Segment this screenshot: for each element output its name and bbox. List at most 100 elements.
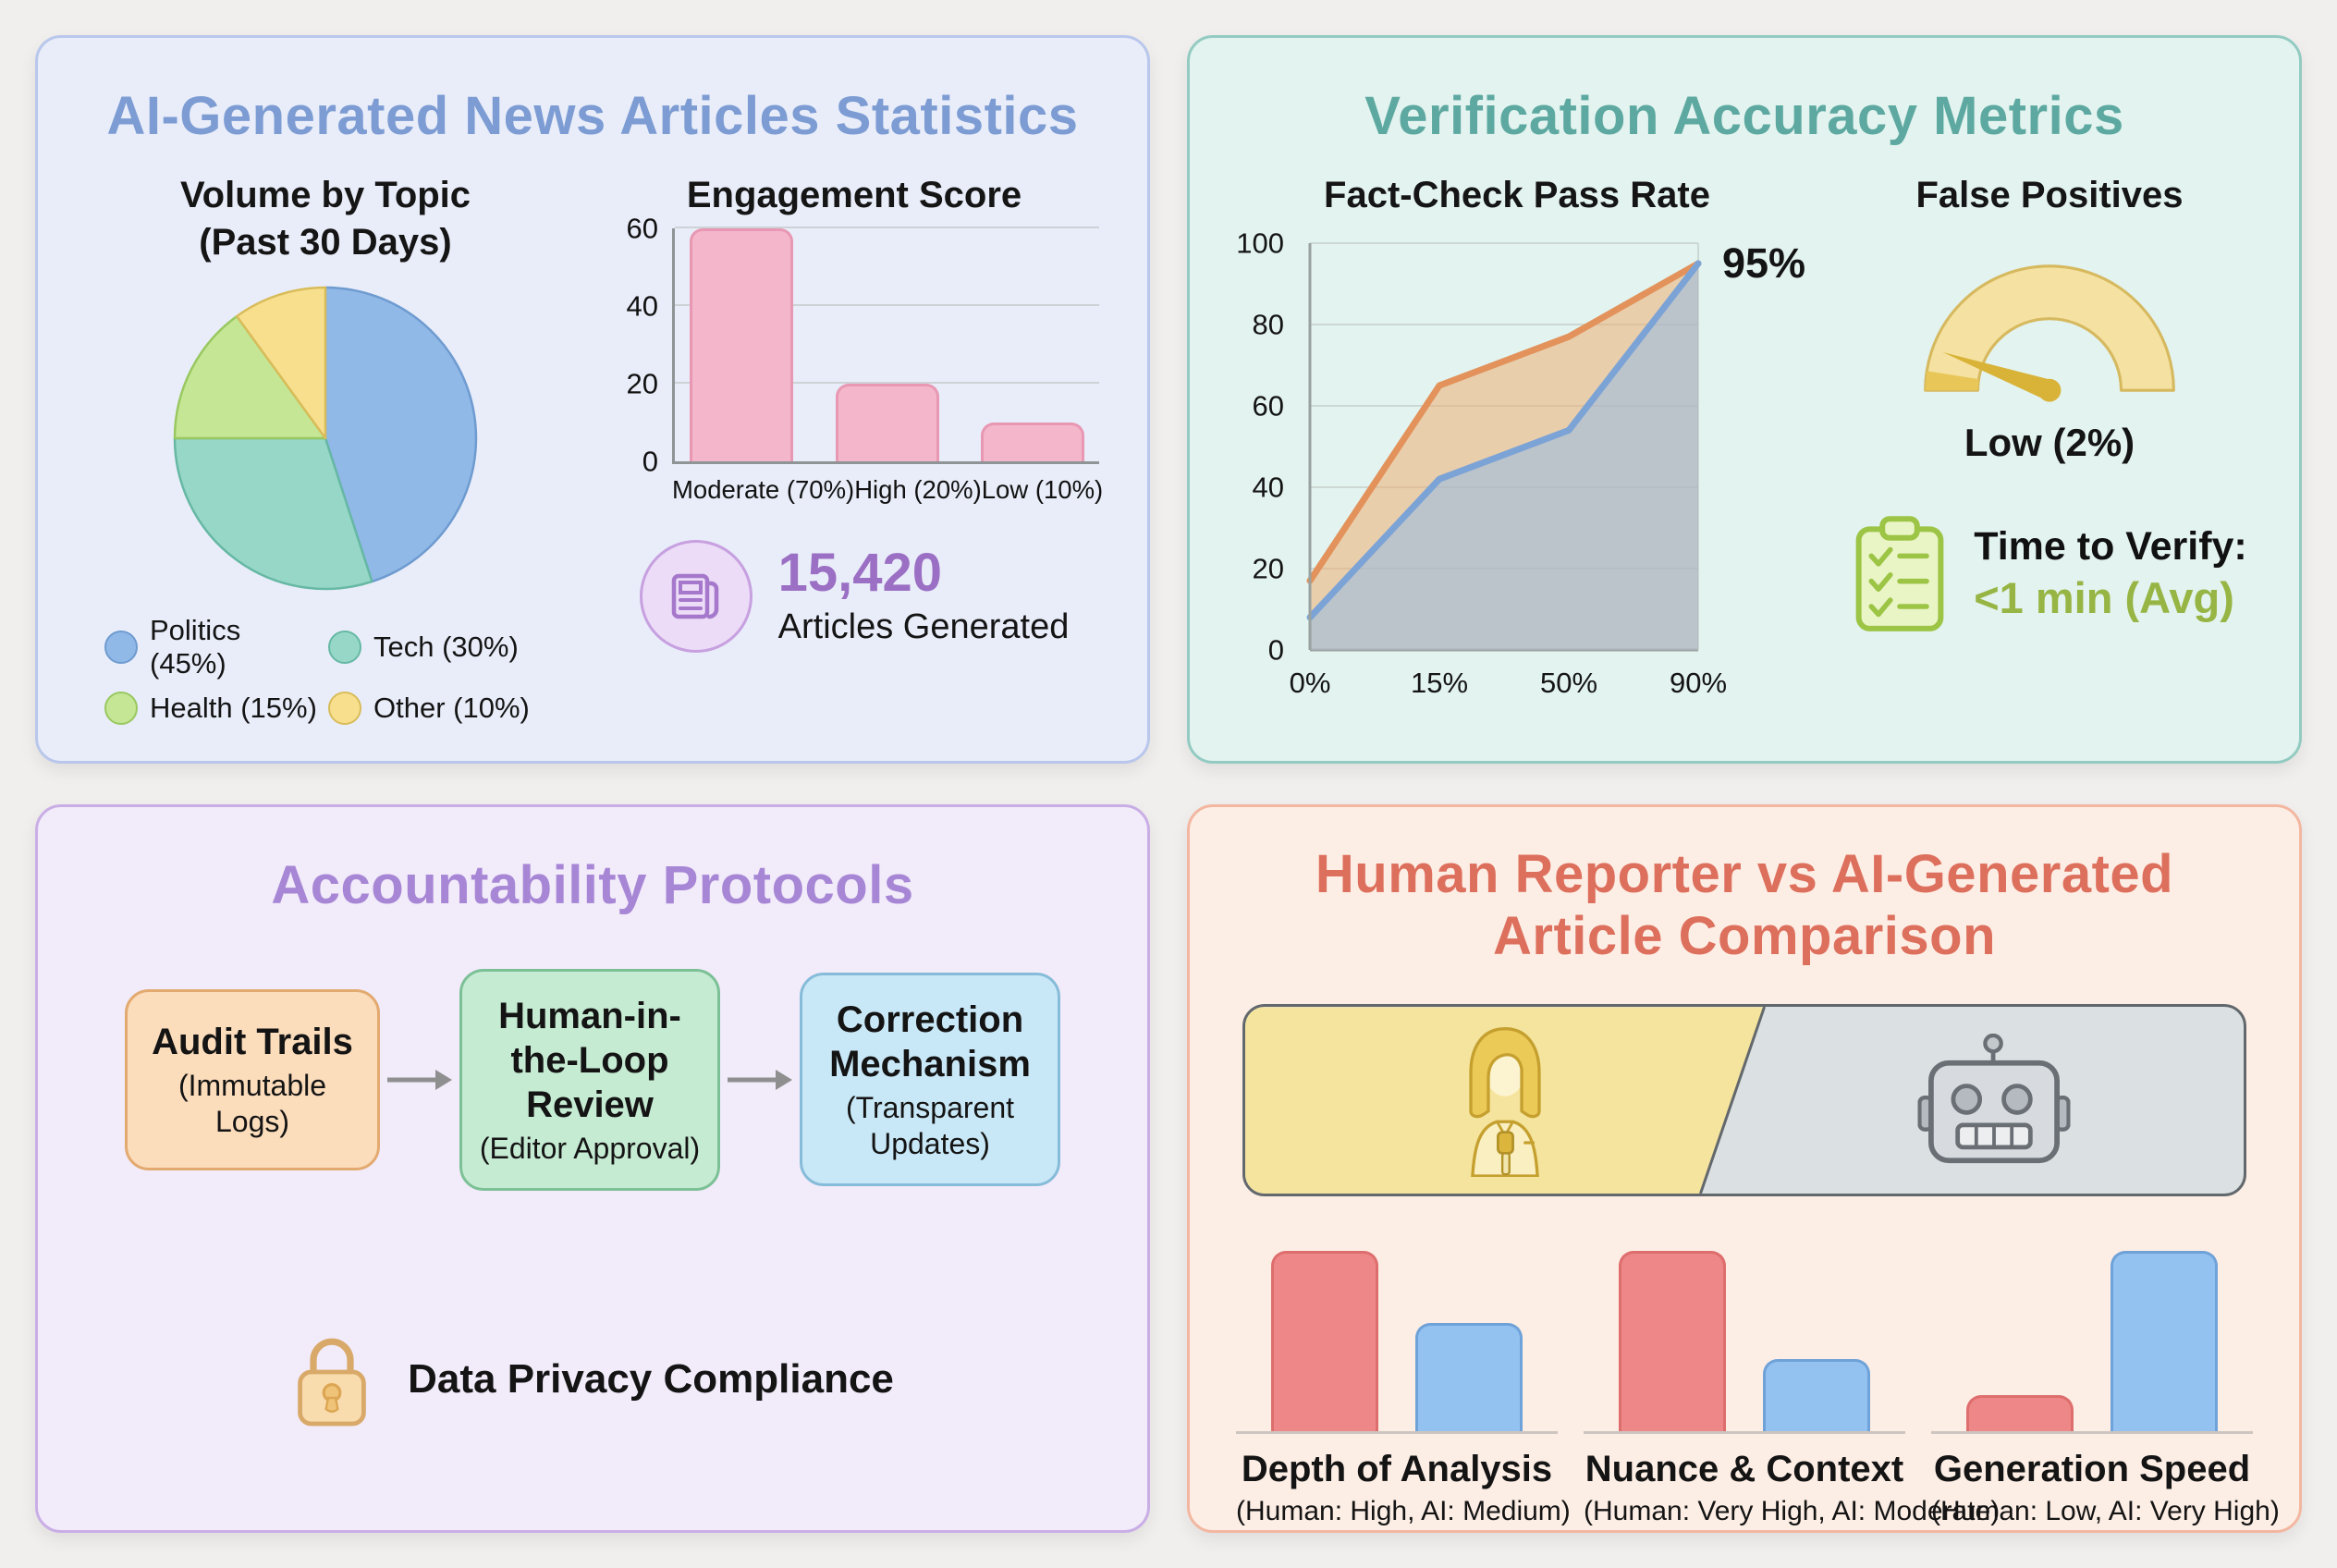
stat-label: Articles Generated	[777, 606, 1070, 646]
reporter-icon	[1469, 1027, 1541, 1178]
area-chart-heading: Fact-Check Pass Rate	[1324, 174, 1710, 215]
engagement-x-labels: Moderate (70%) High (20%) Low (10%)	[672, 474, 1103, 505]
x-axis-label: 90%	[1669, 666, 1728, 699]
legend-swatch-icon	[104, 692, 138, 726]
line-series-upper	[1306, 260, 1702, 584]
comparison-bar-ai	[1763, 1359, 1870, 1432]
comparison-category-label: Depth of Analysis	[1241, 1449, 1553, 1490]
comparison-bar-pair	[1584, 1244, 1905, 1435]
panel-accountability-protocols: Accountability Protocols Audit Trails (I…	[35, 804, 1150, 1533]
legend-label: Politics (45%)	[150, 614, 241, 680]
engagement-score-bar-chart: 0 20 40 60 Moderate (70%) High (20%) Low (10%…	[627, 214, 1104, 505]
stat-text: 15,420 Articles Generated	[778, 545, 1070, 647]
x-axis-label: High (20%)	[854, 474, 982, 504]
false-positives-section: False Positives Low (2%)	[1822, 172, 2277, 659]
flow-box-human-review: Human-in-the-Loop Review (Editor Approva…	[459, 968, 720, 1192]
data-privacy-row: Data Privacy Compliance	[38, 1328, 1147, 1431]
pie-chart-heading: Volume by Topic (Past 30 Days)	[179, 174, 471, 263]
panel-verification-metrics: Verification Accuracy Metrics Fact-Check…	[1187, 35, 2302, 764]
comparison-sub-label: (Human: Very High, AI: Moderate)	[1584, 1496, 2001, 1527]
comparison-sub-label: (Human: Low, AI: Very High)	[1931, 1496, 2280, 1527]
legend-item: Health (15%)	[104, 692, 323, 726]
engagement-plot-area: 0 20 40 60	[627, 214, 1099, 475]
gauge-fill-segment	[1925, 371, 1979, 391]
y-axis-tick: 20	[1252, 552, 1284, 585]
panel-title: Verification Accuracy Metrics	[1364, 86, 2124, 146]
x-axis-label: 15%	[1410, 666, 1469, 699]
legend-label: Other (10%)	[373, 692, 530, 725]
fact-check-section: Fact-Check Pass Rate 95% 0 20 40 60 80 100 0% 1…	[1212, 172, 1822, 699]
comparison-category-label: Nuance & Context	[1585, 1449, 1904, 1490]
engagement-bar-0	[690, 227, 793, 461]
engagement-bar-2	[981, 422, 1084, 461]
legend-item: Politics (45%)	[104, 614, 323, 680]
protocol-flow: Audit Trails (Immutable Logs) Human-in-t…	[38, 968, 1147, 1192]
comparison-category-label: Generation Speed	[1933, 1449, 2251, 1490]
y-axis-tick: 100	[1236, 227, 1284, 260]
y-axis-tick: 60	[1252, 389, 1284, 423]
comparison-sub-label: (Human: High, AI: Medium)	[1236, 1496, 1571, 1527]
comparison-bar-ai	[2111, 1251, 2218, 1432]
newspaper-icon	[639, 539, 752, 653]
arrow-right-icon	[728, 1069, 792, 1090]
x-axis-label: 50%	[1539, 666, 1598, 699]
time-text: Time to Verify: <1 min (Avg)	[1974, 523, 2247, 625]
y-axis-tick: 80	[1252, 308, 1284, 341]
y-axis-tick: 0	[1267, 633, 1284, 667]
y-axis-tick: 40	[1252, 471, 1284, 504]
comparison-bar-pair	[1931, 1244, 2253, 1435]
comparison-group: Depth of Analysis (Human: High, AI: Mediu…	[1236, 1244, 1571, 1527]
lock-icon	[298, 1338, 366, 1427]
y-axis-tick: 0	[642, 445, 658, 478]
checklist-clipboard-icon	[1855, 516, 1944, 631]
gauge-heading: False Positives	[1915, 174, 2184, 215]
comparison-group: Nuance & Context (Human: Very High, AI: M…	[1584, 1244, 2001, 1527]
time-value: <1 min (Avg)	[1974, 573, 2234, 623]
volume-by-topic-section: Volume by Topic (Past 30 Days) Politics …	[64, 172, 587, 726]
legend-swatch-icon	[104, 631, 138, 665]
comparison-group: Generation Speed (Human: Low, AI: Very Hi…	[1931, 1244, 2280, 1527]
gridline	[675, 303, 1099, 306]
human-vs-robot-banner	[1242, 1004, 2246, 1197]
stats-columns: Volume by Topic (Past 30 Days) Politics …	[38, 172, 1147, 726]
line-series-lower	[1306, 260, 1702, 621]
false-positives-gauge	[1924, 264, 2175, 402]
x-axis-label: 0%	[1289, 666, 1331, 699]
engagement-score-section: Engagement Score 0 20 40 60 Moderate (70%) H…	[587, 172, 1121, 725]
panel-human-vs-ai: Human Reporter vs AI-Generated Article C…	[1187, 804, 2302, 1533]
pie-slice-politics	[324, 286, 478, 583]
y-axis-tick: 20	[626, 367, 658, 400]
comparison-bar-human	[1619, 1251, 1726, 1432]
flow-box-correction-mechanism: Correction Mechanism (Transparent Update…	[800, 973, 1060, 1187]
gauge-value-label: Low (2%)	[1964, 420, 2135, 464]
comparison-bar-groups: Depth of Analysis (Human: High, AI: Mediu…	[1236, 1244, 2280, 1527]
fact-check-plot	[1306, 241, 1702, 652]
panel-ai-news-statistics: AI-Generated News Articles Statistics Vo…	[35, 35, 1150, 764]
pie-slice-other	[235, 286, 327, 440]
legend-swatch-icon	[328, 631, 361, 665]
arrow-right-icon	[387, 1069, 452, 1090]
privacy-label: Data Privacy Compliance	[408, 1356, 894, 1403]
diagonal-divider	[1245, 1007, 2244, 1194]
articles-generated-stat: 15,420 Articles Generated	[587, 539, 1121, 653]
bar-group	[675, 227, 1099, 461]
x-axis-label: Moderate (70%)	[672, 474, 855, 504]
legend-swatch-icon	[328, 692, 361, 726]
gauge-needle	[1942, 351, 2053, 400]
legend-item: Other (10%)	[328, 692, 546, 726]
time-to-verify-stat: Time to Verify: <1 min (Avg)	[1852, 515, 2247, 633]
flow-box-audit-trails: Audit Trails (Immutable Logs)	[125, 988, 380, 1170]
fact-check-area-chart: 95% 0 20 40 60 80 100 0% 15% 50% 90%	[1236, 228, 1805, 699]
comparison-bar-ai	[1415, 1323, 1523, 1432]
pie-slice-health	[173, 314, 327, 440]
panel-title: Human Reporter vs AI-Generated Article C…	[1315, 844, 2174, 966]
legend-item: Tech (30%)	[328, 614, 546, 680]
end-value-annotation: 95%	[1722, 239, 1806, 287]
y-axis-tick: 40	[626, 289, 658, 323]
x-axis-label: Low (10%)	[981, 474, 1104, 504]
engagement-bar-1	[835, 383, 939, 461]
volume-by-topic-pie-chart	[173, 286, 478, 591]
pie-slice-tech	[173, 436, 373, 591]
y-axis-tick: 60	[626, 212, 658, 245]
